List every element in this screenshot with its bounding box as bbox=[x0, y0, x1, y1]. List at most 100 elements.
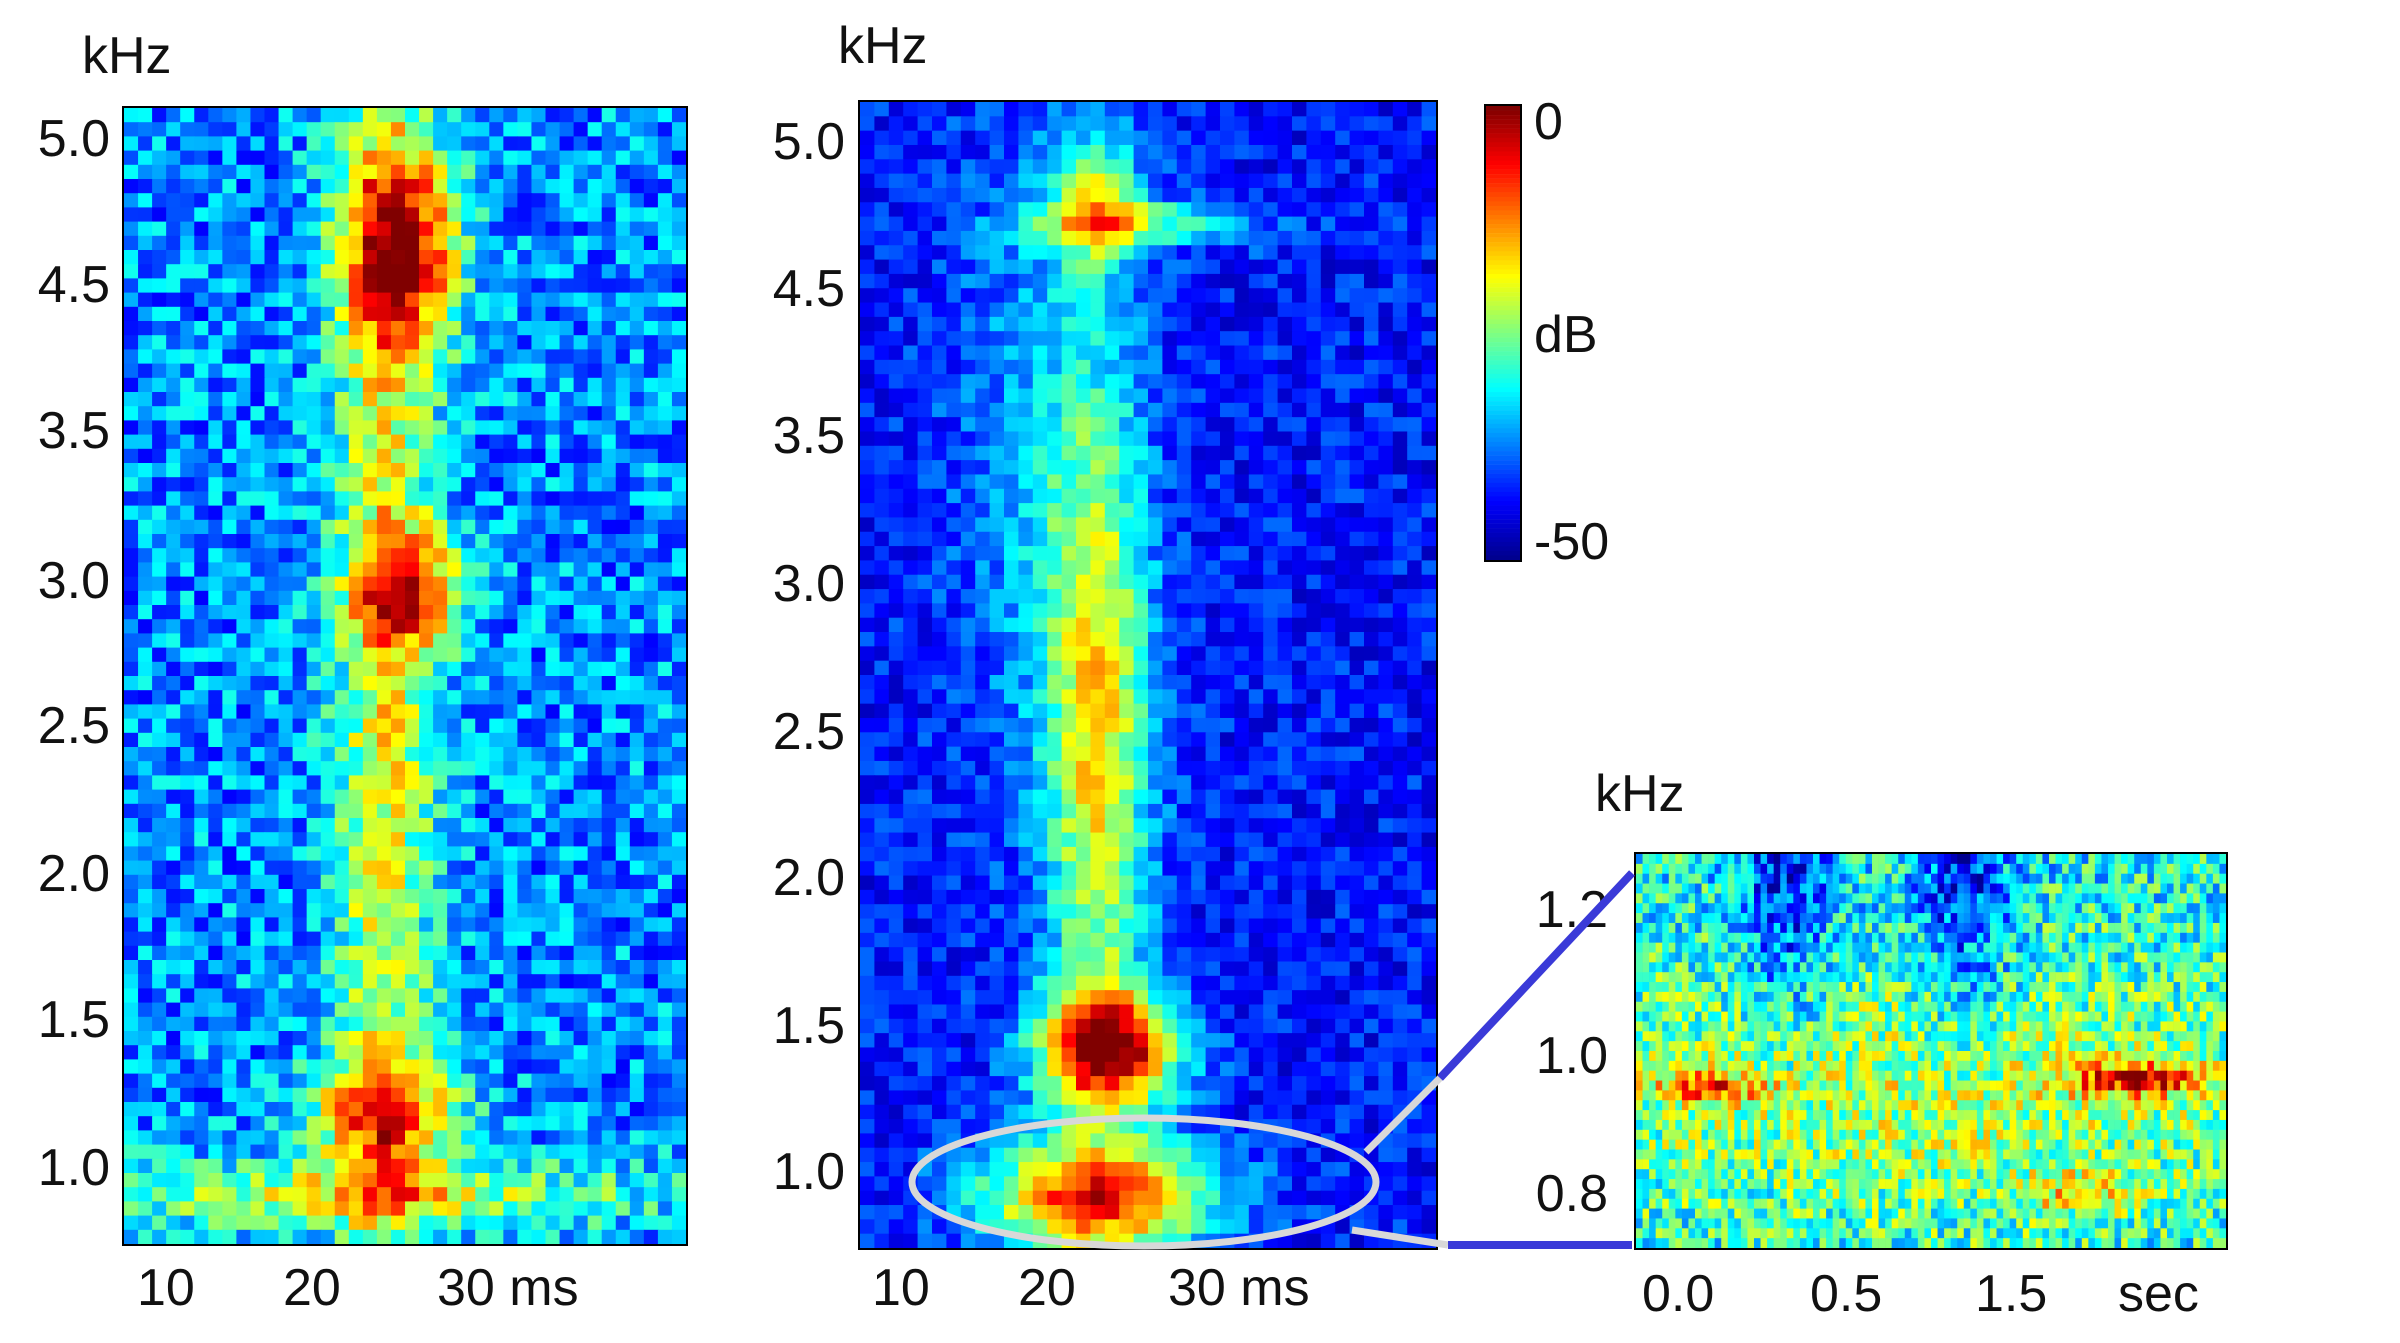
heatmap-cell bbox=[1018, 402, 1034, 418]
heatmap-cell bbox=[152, 562, 167, 578]
heatmap-cell bbox=[1032, 202, 1048, 218]
heatmap-cell bbox=[208, 1016, 224, 1032]
heatmap-cell bbox=[447, 420, 462, 436]
heatmap-cell bbox=[208, 860, 224, 876]
heatmap-cell bbox=[545, 335, 561, 351]
heatmap-cell bbox=[433, 874, 448, 890]
heatmap-cell bbox=[1104, 488, 1120, 504]
heatmap-cell bbox=[932, 574, 948, 590]
heatmap-cell bbox=[643, 619, 659, 635]
heatmap-cell bbox=[348, 747, 364, 762]
heatmap-cell bbox=[657, 860, 673, 876]
heatmap-cell bbox=[461, 818, 476, 833]
heatmap-cell bbox=[545, 505, 561, 521]
heatmap-cell bbox=[489, 917, 505, 933]
heatmap-cell bbox=[447, 122, 462, 138]
heatmap-cell bbox=[180, 1173, 195, 1188]
heatmap-cell bbox=[1032, 173, 1048, 189]
heatmap-cell bbox=[236, 179, 252, 194]
heatmap-cell bbox=[250, 1059, 266, 1075]
heatmap-cell bbox=[194, 747, 210, 762]
heatmap-cell bbox=[292, 889, 308, 904]
heatmap-cell bbox=[1133, 102, 1149, 118]
heatmap-cell bbox=[517, 335, 533, 351]
heatmap-cell bbox=[419, 534, 434, 549]
heatmap-cell bbox=[222, 676, 238, 691]
heatmap-cell bbox=[180, 1215, 195, 1231]
heatmap-cell bbox=[124, 1102, 139, 1117]
heatmap-cell bbox=[292, 221, 308, 237]
heatmap-cell bbox=[573, 931, 589, 947]
heatmap-cell bbox=[1320, 144, 1336, 161]
heatmap-cell bbox=[236, 377, 252, 393]
heatmap-cell bbox=[1421, 388, 1436, 404]
heatmap-cell bbox=[629, 747, 645, 762]
heatmap-cell bbox=[348, 1031, 364, 1046]
heatmap-cell bbox=[461, 363, 476, 379]
heatmap-cell bbox=[1292, 102, 1308, 118]
heatmap-cell bbox=[208, 349, 224, 365]
heatmap-cell bbox=[405, 874, 420, 890]
heatmap-cell bbox=[559, 832, 575, 848]
heatmap-cell bbox=[222, 150, 238, 166]
heatmap-cell bbox=[1277, 689, 1293, 705]
heatmap-cell bbox=[975, 245, 991, 261]
heatmap-cell bbox=[874, 102, 890, 118]
heatmap-cell bbox=[903, 617, 919, 633]
heatmap-cell bbox=[671, 164, 686, 180]
heatmap-cell bbox=[376, 235, 392, 251]
heatmap-cell bbox=[1162, 273, 1178, 289]
heatmap-cell bbox=[1191, 288, 1207, 304]
heatmap-cell bbox=[306, 704, 322, 720]
heatmap-cell bbox=[1421, 503, 1436, 519]
heatmap-cell bbox=[1263, 159, 1279, 175]
heatmap-cell bbox=[222, 349, 238, 365]
heatmap-cell bbox=[960, 431, 976, 447]
heatmap-cell bbox=[194, 122, 210, 138]
heatmap-cell bbox=[643, 1059, 659, 1075]
heatmap-cell bbox=[405, 818, 420, 833]
heatmap-cell bbox=[671, 306, 686, 322]
heatmap-cell bbox=[1191, 102, 1207, 118]
heatmap-cell bbox=[320, 420, 336, 436]
heatmap-cell bbox=[475, 690, 491, 706]
heatmap-cell bbox=[1047, 703, 1063, 719]
heatmap-cell bbox=[503, 534, 519, 549]
heatmap-cell bbox=[1104, 617, 1120, 633]
heatmap-cell bbox=[1277, 187, 1293, 203]
heatmap-cell bbox=[264, 1116, 280, 1132]
heatmap-cell bbox=[1335, 632, 1351, 648]
heatmap-cell bbox=[932, 517, 948, 533]
heatmap-cell bbox=[1104, 474, 1120, 490]
heatmap-cell bbox=[1133, 703, 1149, 719]
heatmap-cell bbox=[587, 676, 603, 691]
heatmap-cell bbox=[1090, 159, 1106, 175]
heatmap-cell bbox=[1191, 488, 1207, 504]
heatmap-cell bbox=[531, 690, 547, 706]
heatmap-cell bbox=[1335, 474, 1351, 490]
heatmap-cell bbox=[236, 1102, 252, 1117]
heatmap-cell bbox=[1032, 288, 1048, 304]
heatmap-cell bbox=[503, 846, 519, 862]
heatmap-cell bbox=[264, 377, 280, 393]
heatmap-cell bbox=[671, 889, 686, 904]
heatmap-cell bbox=[587, 477, 603, 493]
heatmap-cell bbox=[559, 179, 575, 194]
heatmap-cell bbox=[975, 632, 991, 648]
heatmap-cell bbox=[433, 704, 448, 720]
heatmap-cell bbox=[124, 193, 139, 209]
heatmap-cell bbox=[888, 144, 904, 161]
heatmap-cell bbox=[1277, 503, 1293, 519]
heatmap-cell bbox=[166, 463, 181, 478]
heatmap-cell bbox=[1292, 288, 1308, 304]
heatmap-cell bbox=[601, 775, 617, 791]
heatmap-cell bbox=[475, 704, 491, 720]
heatmap-cell bbox=[124, 690, 139, 706]
heatmap-cell bbox=[517, 1130, 533, 1146]
heatmap-cell bbox=[573, 406, 589, 422]
heatmap-cell bbox=[1349, 531, 1365, 547]
heatmap-cell bbox=[545, 463, 561, 478]
heatmap-cell bbox=[180, 1158, 195, 1174]
heatmap-cell bbox=[166, 860, 181, 876]
heatmap-cell bbox=[629, 250, 645, 265]
